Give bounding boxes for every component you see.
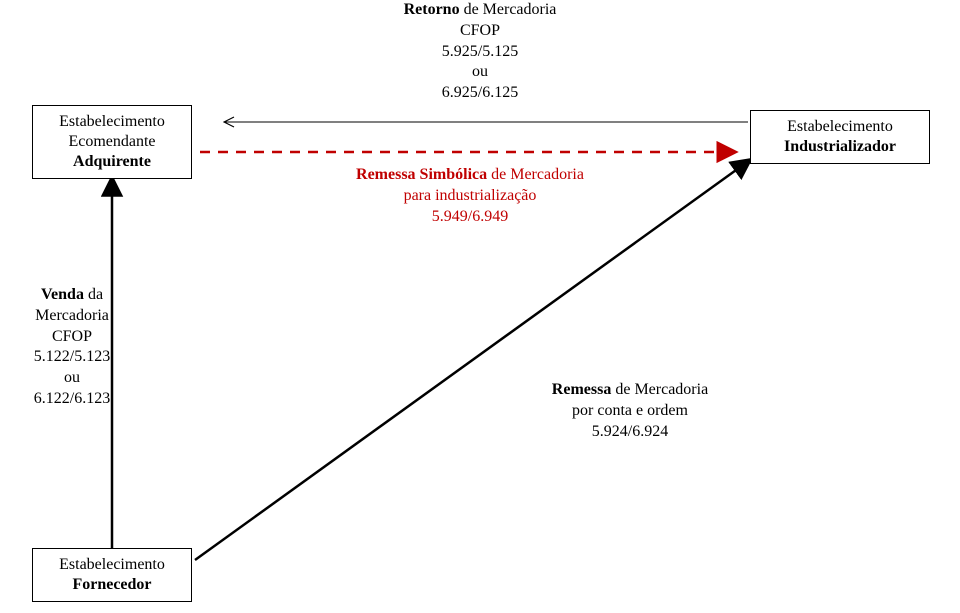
- label-remessa-conta-ordem-line2: por conta e ordem: [572, 402, 688, 419]
- label-remessa-simbolica: Remessa Simbólica de Mercadoria para ind…: [290, 165, 650, 227]
- label-remessa-conta-ordem-bold: Remessa: [552, 381, 612, 398]
- box-fornecedor-line1: Estabelecimento: [59, 556, 165, 573]
- label-venda-line4: 5.122/5.123: [34, 348, 110, 365]
- label-retorno-line2: CFOP: [460, 22, 500, 39]
- box-industrializador-line2: Industrializador: [784, 138, 896, 155]
- label-venda-bold: Venda: [41, 286, 84, 303]
- label-remessa-conta-ordem: Remessa de Mercadoria por conta e ordem …: [500, 380, 760, 442]
- box-adquirente-line1: Estabelecimento: [59, 113, 165, 130]
- box-industrializador-line1: Estabelecimento: [787, 118, 893, 135]
- box-adquirente-line3: Adquirente: [73, 153, 151, 170]
- box-industrializador: Estabelecimento Industrializador: [750, 110, 930, 164]
- label-retorno-line3: 5.925/5.125: [442, 43, 518, 60]
- label-retorno-line5: 6.925/6.125: [442, 84, 518, 101]
- label-retorno: Retorno de Mercadoria CFOP 5.925/5.125 o…: [370, 0, 590, 104]
- label-venda-line2: Mercadoria: [35, 307, 109, 324]
- label-venda-line6: 6.122/6.123: [34, 390, 110, 407]
- label-retorno-bold: Retorno: [404, 1, 460, 18]
- label-remessa-simbolica-bold: Remessa Simbólica: [356, 166, 487, 183]
- label-venda: Venda da Mercadoria CFOP 5.122/5.123 ou …: [12, 285, 132, 410]
- label-remessa-simbolica-rest1: de Mercadoria: [487, 166, 584, 183]
- label-venda-line5: ou: [64, 369, 80, 386]
- label-remessa-simbolica-line3: 5.949/6.949: [432, 208, 508, 225]
- label-remessa-simbolica-line2: para industrialização: [404, 187, 537, 204]
- box-adquirente: Estabelecimento Ecomendante Adquirente: [32, 105, 192, 179]
- label-retorno-line4: ou: [472, 63, 488, 80]
- label-venda-line3: CFOP: [52, 328, 92, 345]
- box-fornecedor: Estabelecimento Fornecedor: [32, 548, 192, 602]
- label-remessa-conta-ordem-rest1: de Mercadoria: [611, 381, 708, 398]
- box-fornecedor-line2: Fornecedor: [72, 576, 151, 593]
- label-retorno-rest1: de Mercadoria: [460, 1, 557, 18]
- box-adquirente-line2: Ecomendante: [68, 133, 155, 150]
- label-remessa-conta-ordem-line3: 5.924/6.924: [592, 423, 668, 440]
- label-venda-rest1: da: [84, 286, 103, 303]
